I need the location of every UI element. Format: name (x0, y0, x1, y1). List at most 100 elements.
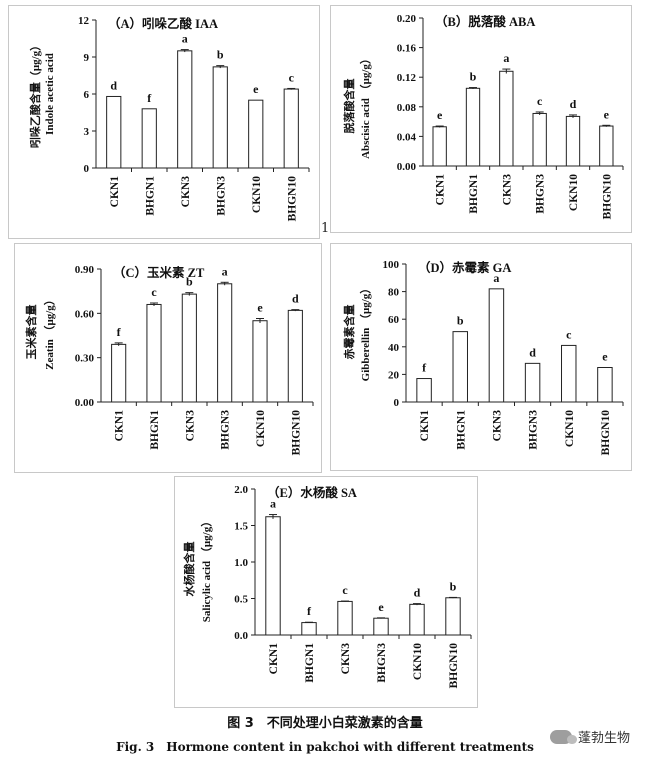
bar (248, 99, 264, 169)
y-tick-label: 0 (394, 397, 400, 409)
significance-letter: c (342, 583, 348, 597)
bar (532, 112, 547, 167)
chart-title: （E）水杨酸 SA (267, 485, 357, 500)
x-tick-label: CKN10 (412, 643, 424, 680)
y-tick-label: 0.20 (397, 13, 417, 25)
x-tick-label: BHGN1 (455, 410, 467, 450)
y-tick-label: 12 (78, 15, 90, 27)
significance-letter: b (470, 70, 477, 84)
significance-letter: f (117, 325, 122, 339)
x-tick-label: CKN1 (419, 410, 431, 442)
y-tick-label: 6 (84, 89, 90, 101)
x-tick-label: CKN3 (180, 176, 192, 208)
bar (287, 309, 303, 403)
x-tick-label: BHGN1 (149, 410, 161, 450)
significance-letter: e (378, 600, 384, 614)
significance-letter: e (602, 350, 608, 364)
bar (452, 331, 468, 403)
caption-cn: 图 3 不同处理小白菜激素的含量 (227, 716, 423, 731)
y-tick-label: 9 (84, 52, 90, 64)
y-label-en: Salicylic acid （μg/g） (200, 516, 213, 622)
bar (409, 603, 425, 636)
panel-zt: 0.00 0.30 0.60 0.90 （C）玉米素 ZT 玉米素含量 Zeatin （μg… (14, 243, 322, 473)
y-tick-label: 0.5 (234, 594, 248, 606)
y-tick-label: 60 (388, 314, 400, 326)
significance-letter: a (270, 497, 276, 511)
x-tick-label: BHGN10 (601, 174, 613, 220)
x-tick-label: BHGN3 (376, 643, 388, 683)
bar (445, 597, 461, 636)
y-tick-label: 2.0 (234, 484, 248, 496)
chart-title: （C）玉米素 ZT (113, 265, 205, 280)
watermark-text: 蓬勃生物 (577, 731, 630, 746)
x-tick-label: BHGN3 (215, 176, 227, 216)
y-tick-label: 0.00 (397, 161, 417, 173)
x-tick-label: CKN3 (340, 643, 352, 675)
bar (106, 95, 122, 169)
y-label-en: Zeatin （μg/g） (43, 294, 56, 370)
chart-ga: 0 20 40 60 80 100 （D）赤霉素 GA 赤霉素含量 Gibberellin （μ… (342, 259, 624, 456)
significance-letter: e (253, 82, 259, 96)
significance-letter: e (604, 107, 610, 121)
panel-sa: 0.0 0.5 1.0 1.5 2.0 （E）水杨酸 SA 水杨酸含量 Salicylic a… (174, 476, 478, 708)
panel-aba: 0.00 0.04 0.08 0.12 0.16 0.20 （B）脱落酸 ABA 脱落酸含量 A… (330, 5, 632, 233)
bar (561, 344, 577, 403)
significance-letter: f (422, 361, 427, 375)
y-label-en: Indole acetic acid (44, 53, 56, 135)
bar (565, 115, 581, 167)
y-tick-label: 80 (388, 287, 400, 299)
significance-letter: a (493, 271, 499, 285)
x-tick-label: BHGN1 (144, 176, 156, 216)
significance-letter: e (257, 301, 263, 315)
x-tick-label: CKN1 (435, 174, 447, 206)
y-label-cn: 水杨酸含量 (182, 542, 196, 597)
bar (416, 378, 432, 403)
bar (465, 87, 481, 167)
significance-letter: b (450, 579, 457, 593)
bar (177, 50, 193, 169)
y-tick-label: 1.5 (234, 521, 248, 533)
bar (597, 367, 613, 403)
bar (141, 108, 157, 169)
x-tick-label: CKN3 (501, 174, 513, 206)
significance-letter: b (186, 275, 193, 289)
significance-letter: d (529, 345, 536, 359)
y-tick-label: 100 (383, 259, 400, 271)
significance-letter: a (182, 32, 188, 46)
y-label-cn: 脱落酸含量 (342, 79, 356, 134)
x-tick-label: BHGN1 (304, 643, 316, 683)
y-tick-label: 20 (388, 369, 400, 381)
y-tick-label: 0.16 (397, 43, 417, 55)
significance-letter: f (147, 91, 152, 105)
chart-title: （A）吲哚乙酸 IAA (108, 16, 218, 31)
y-tick-label: 0.90 (75, 264, 95, 276)
bar (265, 516, 281, 636)
x-tick-label: BHGN10 (448, 643, 460, 689)
panel-ga: 0 20 40 60 80 100 （D）赤霉素 GA 赤霉素含量 Gibberellin （μ… (330, 243, 632, 471)
bar (301, 622, 317, 636)
x-tick-label: BHGN10 (600, 410, 612, 456)
bar (252, 320, 268, 403)
significance-letter: d (292, 292, 299, 306)
y-label-cn: 吲哚乙酸含量（μg/g） (28, 40, 42, 148)
y-tick-label: 1.0 (234, 557, 248, 569)
y-tick-label: 0.00 (75, 397, 95, 409)
y-label-cn: 玉米素含量 (24, 305, 38, 360)
significance-letter: a (222, 264, 228, 278)
y-tick-label: 0.0 (234, 630, 248, 642)
y-label-en: Abscisic acid （μg/g） (359, 53, 372, 159)
bar (488, 288, 505, 403)
x-tick-label: CKN1 (268, 643, 280, 675)
x-tick-label: BHGN10 (290, 410, 302, 456)
x-tick-label: CKN3 (184, 410, 196, 442)
chart-iaa: 0 3 6 9 12 （A）吲哚乙酸 IAA 吲哚乙酸含量（μg/g） Indole acet… (28, 15, 310, 222)
significance-letter: c (289, 70, 295, 84)
chart-aba: 0.00 0.04 0.08 0.12 0.16 0.20 （B）脱落酸 ABA 脱落酸含量 A… (342, 13, 624, 220)
significance-letter: f (307, 604, 312, 618)
panel-iaa: 0 3 6 9 12 （A）吲哚乙酸 IAA 吲哚乙酸含量（μg/g） Indole acet… (8, 5, 320, 239)
bar (217, 283, 233, 403)
y-tick-label: 0.12 (397, 72, 417, 84)
y-tick-label: 0.08 (397, 102, 417, 114)
bar (146, 303, 162, 403)
x-tick-label: BHGN10 (286, 176, 298, 222)
